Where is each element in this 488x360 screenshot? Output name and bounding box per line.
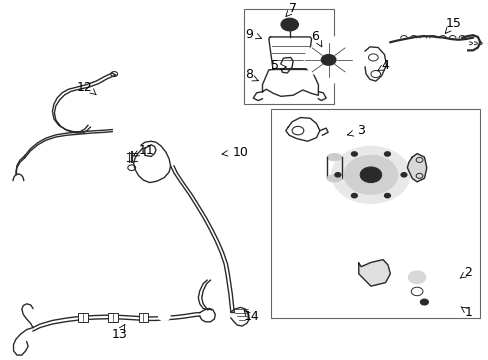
Text: 3: 3	[357, 124, 365, 137]
Circle shape	[384, 193, 389, 198]
Circle shape	[304, 42, 352, 78]
Text: 11: 11	[138, 144, 154, 157]
Circle shape	[331, 147, 409, 203]
Text: 9: 9	[245, 28, 253, 41]
Bar	[138, 313, 148, 322]
Ellipse shape	[311, 289, 332, 294]
Ellipse shape	[293, 207, 350, 220]
Bar	[108, 313, 118, 322]
Text: 6: 6	[310, 31, 318, 44]
Circle shape	[351, 193, 357, 198]
Circle shape	[296, 37, 360, 83]
Text: 15: 15	[445, 17, 461, 30]
Ellipse shape	[326, 175, 341, 182]
Circle shape	[344, 156, 397, 194]
Text: 7: 7	[288, 2, 297, 15]
Text: 14: 14	[244, 310, 259, 323]
Text: 1: 1	[463, 306, 471, 319]
Circle shape	[334, 173, 340, 177]
Ellipse shape	[303, 248, 340, 257]
Text: 2: 2	[463, 266, 471, 279]
Circle shape	[158, 312, 170, 321]
Circle shape	[407, 271, 425, 284]
Text: 10: 10	[232, 147, 248, 159]
Polygon shape	[358, 260, 389, 286]
Text: 5: 5	[270, 59, 279, 72]
Ellipse shape	[298, 228, 345, 238]
Circle shape	[360, 167, 381, 183]
Circle shape	[384, 152, 389, 156]
Circle shape	[400, 173, 406, 177]
Circle shape	[321, 55, 335, 65]
Bar	[271, 109, 479, 318]
Bar	[78, 313, 88, 322]
Ellipse shape	[307, 269, 336, 275]
Text: 13: 13	[111, 328, 127, 341]
Circle shape	[420, 299, 427, 305]
Polygon shape	[407, 154, 426, 182]
Circle shape	[351, 152, 357, 156]
Bar	[244, 9, 334, 104]
Text: 4: 4	[381, 59, 388, 72]
Circle shape	[281, 18, 298, 31]
Text: 12: 12	[77, 81, 93, 94]
Text: 8: 8	[245, 68, 253, 81]
Ellipse shape	[326, 154, 341, 161]
